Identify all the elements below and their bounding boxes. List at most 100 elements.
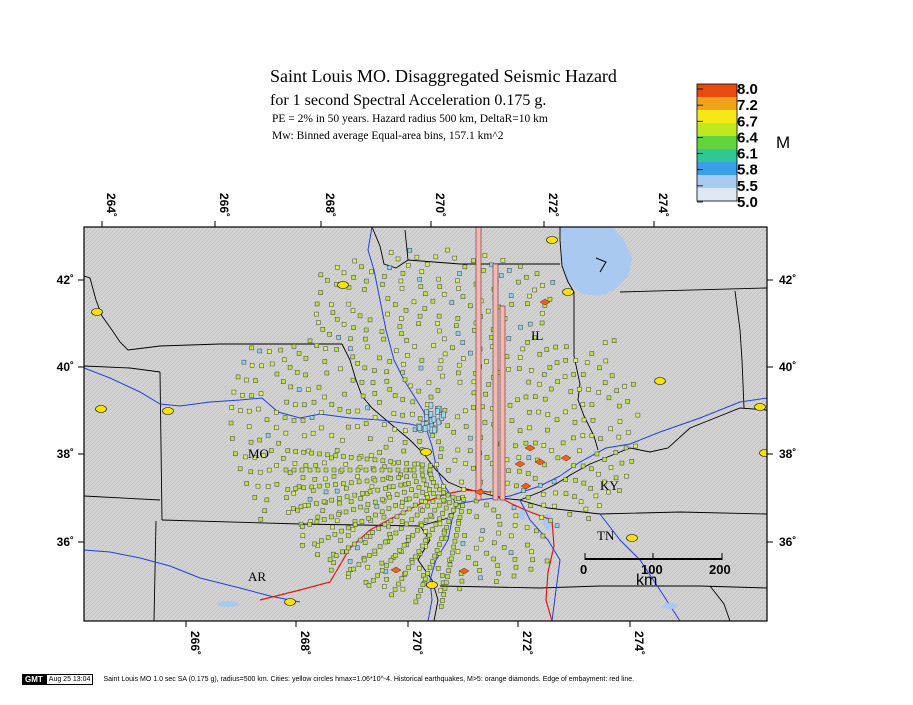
- cell: [428, 471, 433, 477]
- cell: [613, 475, 619, 481]
- cell: [363, 327, 369, 333]
- cell: [418, 284, 424, 289]
- colorbar-segment: [697, 110, 737, 124]
- cell: [541, 502, 547, 508]
- cell: [237, 466, 243, 472]
- cell: [228, 420, 234, 426]
- cell: [532, 287, 537, 293]
- cell: [356, 455, 362, 461]
- cell: [339, 467, 345, 473]
- cell: [400, 412, 405, 418]
- cell: [381, 336, 387, 342]
- cell: [376, 526, 382, 531]
- cell: [396, 475, 401, 480]
- cell: [441, 592, 446, 597]
- cell: [364, 278, 369, 284]
- cell: [243, 454, 248, 460]
- cell: [400, 510, 406, 516]
- cell: [351, 325, 356, 330]
- map-subtitle: for 1 second Spectral Acceleration 0.175…: [270, 92, 547, 109]
- city-marker: [562, 288, 574, 296]
- cell: [379, 509, 385, 515]
- cell: [240, 392, 245, 398]
- cell: [438, 604, 444, 609]
- cell: [366, 515, 371, 521]
- cell: [447, 562, 453, 568]
- cell: [429, 476, 434, 481]
- cell: [303, 356, 309, 361]
- city-marker: [754, 403, 766, 411]
- cell: [589, 351, 595, 356]
- cell: [382, 464, 387, 469]
- cell: [580, 463, 586, 469]
- cell: [419, 358, 425, 363]
- cell: [291, 490, 296, 496]
- cell: [416, 549, 422, 554]
- cell: [380, 282, 385, 287]
- cell: [386, 506, 392, 511]
- cell: [442, 586, 448, 591]
- cell: [590, 418, 596, 423]
- cell: [241, 359, 247, 365]
- cell: [437, 328, 442, 334]
- cell: [534, 528, 539, 534]
- bottom-longitude-label: 274˚: [632, 631, 646, 655]
- cell: [455, 278, 460, 284]
- cell: [398, 482, 404, 488]
- cell: [363, 421, 369, 426]
- cell: [425, 495, 430, 500]
- cell: [318, 290, 323, 295]
- left-latitude-label: 42˚: [57, 273, 74, 287]
- cell: [526, 455, 532, 460]
- cell: [498, 273, 504, 278]
- cell: [436, 439, 441, 445]
- cell: [436, 418, 442, 426]
- cell: [550, 280, 556, 285]
- cell: [406, 506, 412, 512]
- cell: [437, 521, 443, 527]
- cell: [364, 533, 369, 539]
- cell: [314, 501, 319, 506]
- cell: [613, 450, 619, 455]
- cell: [445, 492, 451, 498]
- cell: [399, 519, 405, 524]
- cell: [265, 484, 271, 489]
- cell: [432, 426, 437, 434]
- cell: [555, 379, 560, 384]
- cell: [248, 469, 254, 475]
- cell: [410, 411, 415, 417]
- cell: [409, 560, 415, 565]
- cell: [541, 443, 547, 448]
- cell: [551, 479, 557, 484]
- cell: [411, 299, 417, 305]
- cell: [283, 430, 289, 436]
- cell: [441, 411, 446, 419]
- cell: [337, 496, 342, 501]
- cell: [453, 502, 459, 507]
- cell: [341, 270, 347, 276]
- cell: [491, 507, 497, 513]
- cell: [423, 538, 428, 543]
- cell: [384, 577, 389, 582]
- cell: [457, 271, 462, 276]
- cell: [358, 504, 363, 510]
- cell: [448, 556, 454, 562]
- cell: [443, 580, 449, 585]
- cell: [440, 598, 445, 603]
- cell: [396, 581, 401, 587]
- cell: [266, 467, 272, 473]
- cell: [437, 487, 442, 492]
- cell: [457, 586, 462, 592]
- cell: [312, 541, 317, 547]
- cell: [351, 275, 356, 280]
- cell: [431, 343, 436, 348]
- cell: [284, 399, 289, 405]
- cell: [392, 426, 397, 432]
- cell: [323, 467, 329, 473]
- cell: [416, 565, 422, 571]
- cell: [350, 308, 356, 313]
- cell: [417, 439, 422, 444]
- cell: [482, 420, 488, 425]
- cell: [572, 494, 577, 499]
